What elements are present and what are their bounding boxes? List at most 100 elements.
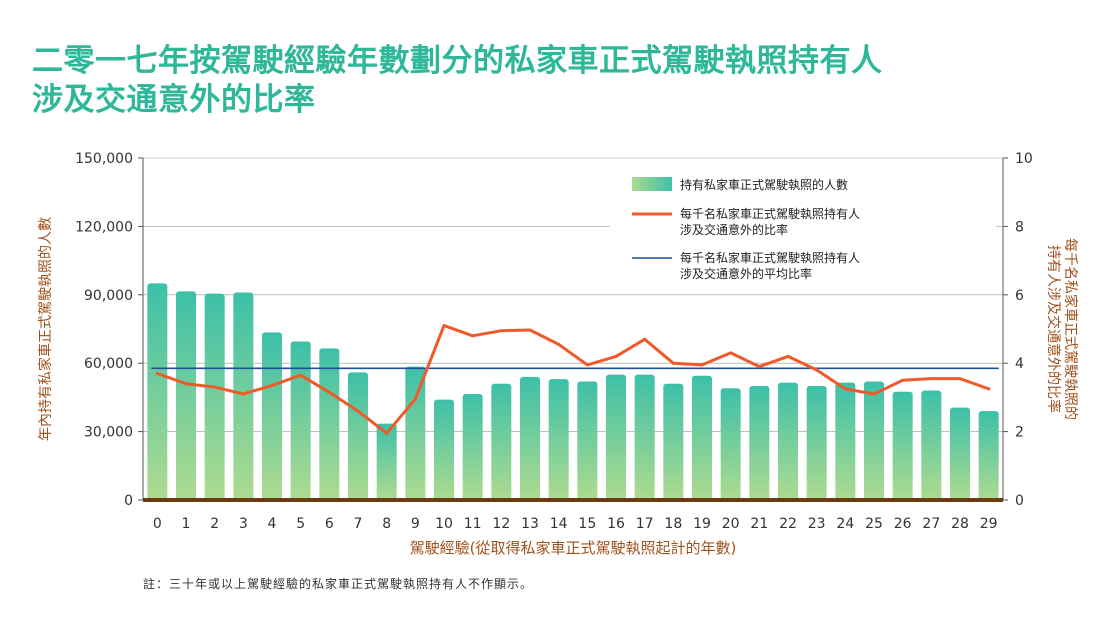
x-tick-label: 18 [664, 516, 682, 532]
x-tick-label: 20 [722, 516, 740, 532]
left-tick-label: 150,000 [75, 151, 133, 167]
bar [892, 391, 913, 500]
bar [520, 376, 540, 500]
right-tick-label: 2 [1015, 425, 1024, 441]
bar [778, 382, 798, 500]
rate-point [471, 334, 475, 338]
x-tick-label: 8 [382, 516, 391, 532]
bar [462, 393, 483, 500]
left-tick-label: 120,000 [75, 219, 133, 235]
x-tick-label: 28 [951, 516, 969, 532]
bar [319, 348, 340, 500]
footnote: 註：三十年或以上駕駛經驗的私家車正式駕駛執照持有人不作顯示。 [143, 577, 534, 591]
legend-average-label-2: 涉及交通意外的平均比率 [680, 266, 812, 281]
legend-bar-swatch [632, 177, 672, 191]
x-tick-label: 11 [464, 516, 482, 532]
x-tick-label: 9 [411, 516, 420, 532]
legend: 持有私家車正式駕駛執照的人數每千名私家車正式駕駛執照持有人涉及交通意外的比率每千… [610, 166, 996, 292]
rate-point [614, 354, 618, 358]
left-tick-label: 30,000 [84, 425, 133, 441]
rate-point [528, 328, 532, 332]
x-tick-label: 17 [636, 516, 654, 532]
x-tick-label: 13 [521, 516, 539, 532]
x-tick-label: 29 [980, 516, 998, 532]
rate-point [643, 337, 647, 341]
x-tick-label: 26 [894, 516, 912, 532]
title-line-2: 涉及交通意外的比率 [32, 82, 316, 118]
bar [978, 411, 999, 500]
rate-point [901, 378, 905, 382]
legend-average-label-1: 每千名私家車正式駕駛執照持有人 [680, 250, 860, 265]
x-tick-label: 14 [550, 516, 568, 532]
bar [147, 283, 168, 500]
bar [290, 341, 311, 500]
rate-point [499, 329, 503, 333]
rate-point [843, 387, 847, 391]
rate-point [557, 342, 561, 346]
right-tick-label: 4 [1015, 356, 1024, 372]
bar [405, 366, 426, 500]
x-tick-label: 7 [354, 516, 363, 532]
right-tick-label: 6 [1015, 288, 1024, 304]
x-tick-label: 15 [578, 516, 596, 532]
bar [692, 375, 712, 500]
rate-point [786, 354, 790, 358]
rate-line [155, 324, 991, 435]
rate-point [929, 377, 933, 381]
x-tick-label: 2 [210, 516, 219, 532]
rate-point [327, 390, 331, 394]
left-tick-label: 90,000 [84, 288, 133, 304]
bar [835, 382, 856, 500]
legend-line-label-1: 每千名私家車正式駕駛執照持有人 [680, 206, 860, 221]
rate-point [413, 397, 417, 401]
rate-point [987, 387, 991, 391]
bar [921, 390, 942, 500]
x-tick-label: 19 [693, 516, 711, 532]
rate-point [958, 377, 962, 381]
bar [749, 386, 770, 500]
rate-point [585, 363, 589, 367]
rate-point [241, 392, 245, 396]
rate-point [757, 365, 761, 369]
left-tick-label: 60,000 [84, 356, 133, 372]
right-tick-label: 0 [1015, 493, 1024, 509]
bar-series [147, 283, 999, 500]
bar [606, 374, 626, 500]
rate-point [155, 371, 159, 375]
y-right-axis-title-line: 持有人涉及交通意外的比率 [1045, 245, 1062, 413]
x-tick-label: 25 [865, 516, 883, 532]
x-tick-label: 27 [922, 516, 940, 532]
bar [720, 388, 741, 500]
bar [548, 379, 569, 500]
rate-point [872, 392, 876, 396]
rate-point [184, 382, 188, 386]
rate-point [213, 385, 217, 389]
rate-line-series [155, 324, 991, 435]
bar [376, 423, 397, 500]
x-tick-label: 3 [239, 516, 248, 532]
x-tick-label: 22 [779, 516, 797, 532]
x-tick-label: 5 [296, 516, 305, 532]
x-tick-label: 24 [836, 516, 854, 532]
legend-background [610, 166, 996, 292]
bar [864, 381, 884, 500]
x-tick-label: 1 [182, 516, 191, 532]
rate-point [700, 363, 704, 367]
rate-point [356, 409, 360, 413]
rate-point [729, 351, 733, 355]
x-tick-label: 16 [607, 516, 625, 532]
rate-point [385, 431, 389, 435]
rate-point [671, 361, 675, 365]
x-tick-label: 0 [153, 516, 162, 532]
bar [491, 383, 512, 500]
x-axis-title: 駕駛經驗(從取得私家車正式駕駛執照起計的年數) [410, 539, 737, 557]
legend-line-label-2: 涉及交通意外的比率 [680, 222, 788, 237]
rate-point [270, 383, 274, 387]
x-tick-label: 12 [492, 516, 510, 532]
bar [176, 291, 196, 500]
x-tick-label: 21 [750, 516, 768, 532]
x-tick-label: 10 [435, 516, 453, 532]
x-tick-label: 23 [808, 516, 826, 532]
left-tick-label: 0 [124, 493, 133, 509]
x-tick-label: 4 [268, 516, 277, 532]
